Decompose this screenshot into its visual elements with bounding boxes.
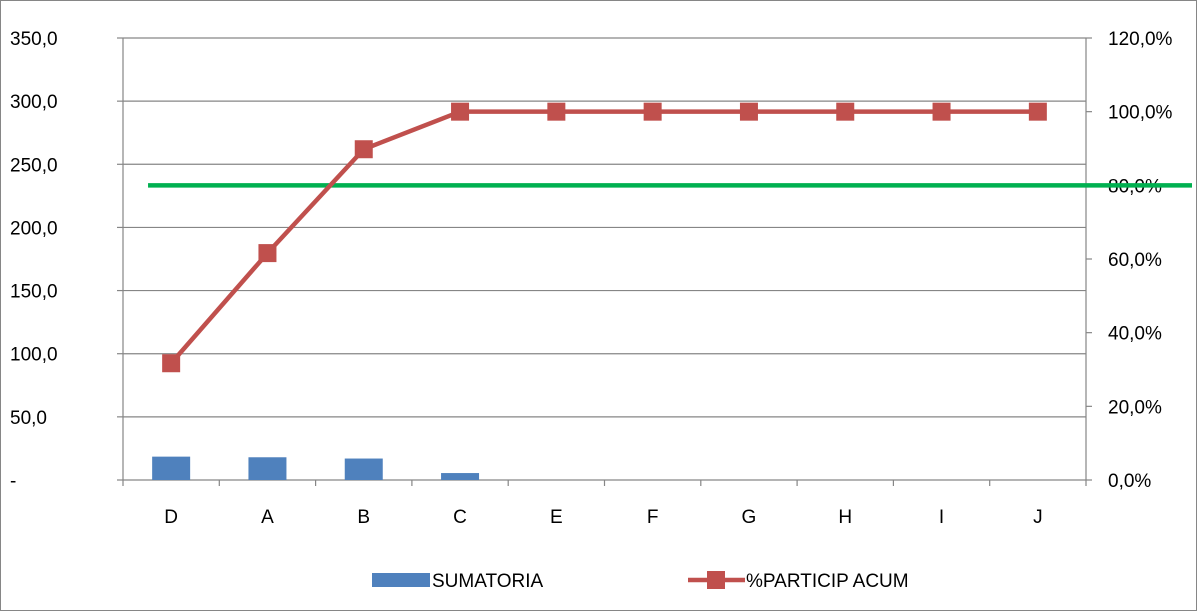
right-tick-label: 60,0% (1108, 250, 1162, 271)
cumulative-marker-A (258, 244, 277, 263)
cumulative-marker-F (643, 102, 662, 121)
category-label: I (939, 507, 944, 528)
cumulative-marker-D (162, 354, 181, 373)
legend-swatch-sumatoria (372, 573, 430, 587)
bar-C (441, 473, 480, 480)
bar-A (248, 457, 287, 480)
category-label: D (164, 507, 178, 528)
left-tick-label: - (10, 471, 16, 492)
left-tick-label: 300,0 (10, 92, 58, 113)
cumulative-line (169, 109, 1038, 365)
legend-label-particip: %PARTICIP ACUM (746, 571, 909, 592)
cumulative-marker-H (836, 102, 855, 121)
cumulative-marker-G (739, 102, 758, 121)
legend-label-sumatoria: SUMATORIA (432, 571, 544, 592)
left-tick-label: 200,0 (10, 218, 58, 239)
category-label: E (550, 507, 563, 528)
right-tick-label: 100,0% (1108, 103, 1173, 124)
left-tick-label: 250,0 (10, 155, 58, 176)
cumulative-marker-I (932, 102, 951, 121)
left-tick-label: 350,0 (10, 29, 58, 50)
category-label: J (1033, 507, 1043, 528)
right-tick-label: 20,0% (1108, 397, 1162, 418)
left-tick-label: 150,0 (10, 282, 58, 303)
cumulative-marker-E (547, 102, 566, 121)
category-label: A (261, 507, 274, 528)
bar-B (344, 458, 383, 480)
cumulative-marker-B (354, 140, 373, 159)
cumulative-marker-C (451, 102, 470, 121)
category-label: H (838, 507, 852, 528)
category-label: F (647, 507, 659, 528)
left-tick-label: 50,0 (10, 408, 47, 429)
left-tick-label: 100,0 (10, 345, 58, 366)
right-tick-label: 40,0% (1108, 324, 1162, 345)
category-label: C (453, 507, 467, 528)
right-tick-label: 0,0% (1108, 471, 1151, 492)
cumulative-marker-J (1028, 102, 1047, 121)
category-label: B (357, 507, 370, 528)
bar-D (152, 456, 191, 480)
category-label: G (742, 507, 757, 528)
right-tick-label: 120,0% (1108, 29, 1173, 50)
legend-marker-particip (707, 571, 725, 589)
